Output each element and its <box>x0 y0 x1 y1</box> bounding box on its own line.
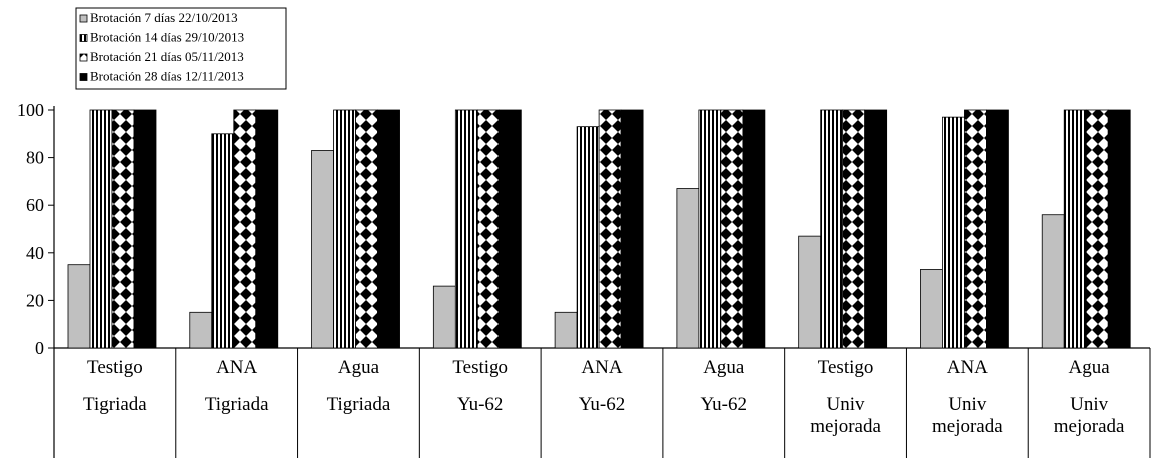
legend-label: Brotación 28 días 12/11/2013 <box>90 69 244 84</box>
category-label: ANA <box>947 357 988 378</box>
bar <box>1041 214 1065 349</box>
bar <box>89 109 113 349</box>
bar <box>233 109 257 349</box>
bar <box>311 150 334 349</box>
bar <box>964 109 987 349</box>
category-label: Tigriada <box>83 394 147 415</box>
bar <box>742 109 766 349</box>
legend-label: Brotación 7 días 22/10/2013 <box>90 10 238 25</box>
bar <box>498 109 522 349</box>
y-tick-label: 20 <box>26 290 44 310</box>
category-label: Univ <box>827 394 866 415</box>
category-label: Yu-62 <box>701 394 747 415</box>
bar <box>454 109 478 349</box>
category-labels: Testigo Tigriada ANA Tigriada Agua Tigriada Te… <box>83 348 1151 458</box>
bars <box>67 109 1131 349</box>
bar <box>676 188 700 349</box>
category-label: mejorada <box>810 416 881 437</box>
bar <box>432 285 456 349</box>
legend-swatch <box>79 73 88 81</box>
bar <box>620 109 644 349</box>
category-label: mejorada <box>1054 416 1125 437</box>
bar <box>377 109 400 349</box>
bar <box>1107 109 1131 349</box>
legend-swatch <box>79 34 88 42</box>
bar <box>598 109 622 349</box>
legend-box <box>75 7 287 90</box>
bar <box>355 109 378 349</box>
legend-swatch <box>79 14 88 23</box>
bar <box>133 109 157 349</box>
bar <box>720 109 744 349</box>
category-label: Univ <box>1070 394 1109 415</box>
bar <box>211 133 235 349</box>
legend-label: Brotación 21 días 05/11/2013 <box>90 49 244 64</box>
y-tick-label: 80 <box>26 148 44 168</box>
bar <box>698 109 722 349</box>
legend-label: Brotación 14 días 29/10/2013 <box>90 30 244 45</box>
category-label: Testigo <box>452 357 508 378</box>
bar <box>111 109 135 349</box>
bar <box>554 311 578 349</box>
bar <box>820 109 844 349</box>
y-tick-label: 60 <box>26 195 44 215</box>
category-label: Univ <box>948 394 987 415</box>
category-label: Yu-62 <box>457 394 503 415</box>
category-label: ANA <box>581 357 622 378</box>
category-label: Agua <box>703 357 745 378</box>
bar <box>333 109 356 349</box>
legend: Brotación 7 días 22/10/2013 Brotación 14 … <box>75 7 287 90</box>
bar <box>986 109 1009 349</box>
bar <box>255 109 279 349</box>
bar <box>576 126 600 349</box>
bar <box>920 269 943 349</box>
y-tick-label: 40 <box>26 243 44 263</box>
bar <box>864 109 888 349</box>
category-label: Agua <box>1069 357 1111 378</box>
y-tick-label: 100 <box>17 100 44 120</box>
bar <box>842 109 866 349</box>
category-label: Agua <box>338 357 380 378</box>
category-label: Testigo <box>818 357 874 378</box>
bar <box>67 264 91 349</box>
category-label: mejorada <box>932 416 1003 437</box>
category-label: ANA <box>216 357 257 378</box>
bar <box>476 109 500 349</box>
bar <box>942 116 965 349</box>
y-tick-label: 0 <box>35 338 44 358</box>
legend-swatch <box>79 53 88 62</box>
bar <box>189 311 213 349</box>
category-label: Yu-62 <box>579 394 625 415</box>
category-label: Testigo <box>87 357 143 378</box>
bar <box>1063 109 1087 349</box>
bar <box>1085 109 1109 349</box>
category-label: Tigriada <box>327 394 391 415</box>
bar <box>798 235 822 349</box>
category-label: Tigriada <box>205 394 269 415</box>
